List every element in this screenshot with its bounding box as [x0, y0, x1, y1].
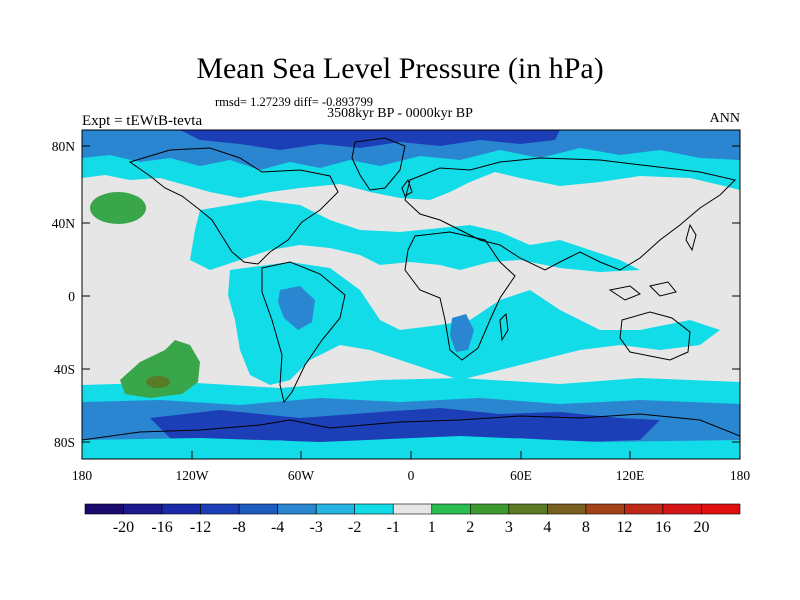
colorbar-swatch: [354, 503, 394, 515]
africa-blue-spot: [450, 314, 474, 352]
colorbar-tick-label: 3: [504, 519, 513, 536]
colorbar-tick-label: -8: [232, 519, 246, 536]
season-label: ANN: [709, 111, 740, 126]
colorbar-tick-label: -16: [151, 519, 173, 536]
experiment-label: Expt = tEWtB-tevta: [82, 113, 203, 129]
colorbar-swatch: [200, 503, 240, 515]
antarctic-deepblue-band: [150, 408, 660, 446]
colorbar-swatch: [238, 503, 278, 515]
colorbar-swatch: [701, 503, 741, 515]
colorbar-tick-label: -12: [189, 519, 212, 536]
colorbar-tick-label: -3: [309, 519, 323, 536]
colorbar-swatch: [624, 503, 664, 515]
colorbar-tick-label: 16: [654, 519, 671, 536]
chart-subtitle: 3508kyr BP - 0000kyr BP: [327, 106, 473, 121]
lat-label-40s: 40S: [53, 362, 75, 377]
colorbar-tick-label: -2: [348, 519, 362, 536]
coastlines: [82, 137, 740, 441]
colorbar-tick-label: -20: [112, 519, 135, 536]
colorbar-tick-label: 8: [581, 519, 590, 536]
north-pacific-positive: [90, 192, 146, 224]
lon-label-180w: 180: [71, 468, 93, 483]
colorbar-tick-label: -1: [386, 519, 400, 536]
lon-label-0: 0: [407, 468, 415, 483]
colorbar: [84, 503, 741, 515]
colorbar-swatch: [469, 503, 510, 515]
south-pacific-max: [146, 376, 170, 388]
colorbar-swatch: [662, 503, 702, 515]
south-america-blue-spot: [278, 286, 315, 330]
lat-label-80s: 80S: [53, 435, 75, 450]
lat-label-80n: 80N: [51, 139, 75, 154]
chart-title: Mean Sea Level Pressure (in hPa): [196, 52, 604, 85]
colorbar-swatch: [547, 503, 587, 515]
lon-label-60w: 60W: [287, 468, 315, 483]
lon-label-180e: 180: [729, 468, 751, 483]
southern-tropics-negative: [228, 262, 720, 385]
lon-label-120e: 120E: [615, 468, 645, 483]
stats-text: rmsd= 1.27239 diff= -0.893799: [215, 95, 373, 109]
lat-ticks: [82, 145, 740, 443]
lat-label-40n: 40N: [51, 216, 75, 231]
colorbar-tick-label: -4: [270, 519, 285, 536]
colorbar-swatch: [84, 503, 124, 515]
colorbar-swatch: [161, 503, 201, 515]
south-pacific-positive: [120, 340, 200, 398]
colorbar-tick-label: 12: [616, 519, 633, 536]
lon-label-60e: 60E: [510, 468, 532, 483]
antarctic-light-band: [82, 436, 740, 459]
pressure-field: [82, 130, 740, 459]
colorbar-swatch: [431, 503, 471, 515]
colorbar-swatch: [392, 503, 433, 515]
colorbar-tick-label: 1: [427, 519, 436, 536]
colorbar-swatch: [277, 503, 317, 515]
colorbar-swatch: [315, 503, 356, 515]
colorbar-tick-label: 20: [693, 519, 710, 536]
colorbar-tick-label: 4: [543, 519, 552, 536]
colorbar-tick-label: 2: [466, 519, 475, 536]
lon-label-120w: 120W: [175, 468, 209, 483]
lon-ticks: [81, 451, 741, 459]
colorbar-swatch: [508, 503, 548, 515]
lat-label-0: 0: [68, 289, 75, 304]
colorbar-swatch: [123, 503, 163, 515]
colorbar-swatch: [585, 503, 625, 515]
